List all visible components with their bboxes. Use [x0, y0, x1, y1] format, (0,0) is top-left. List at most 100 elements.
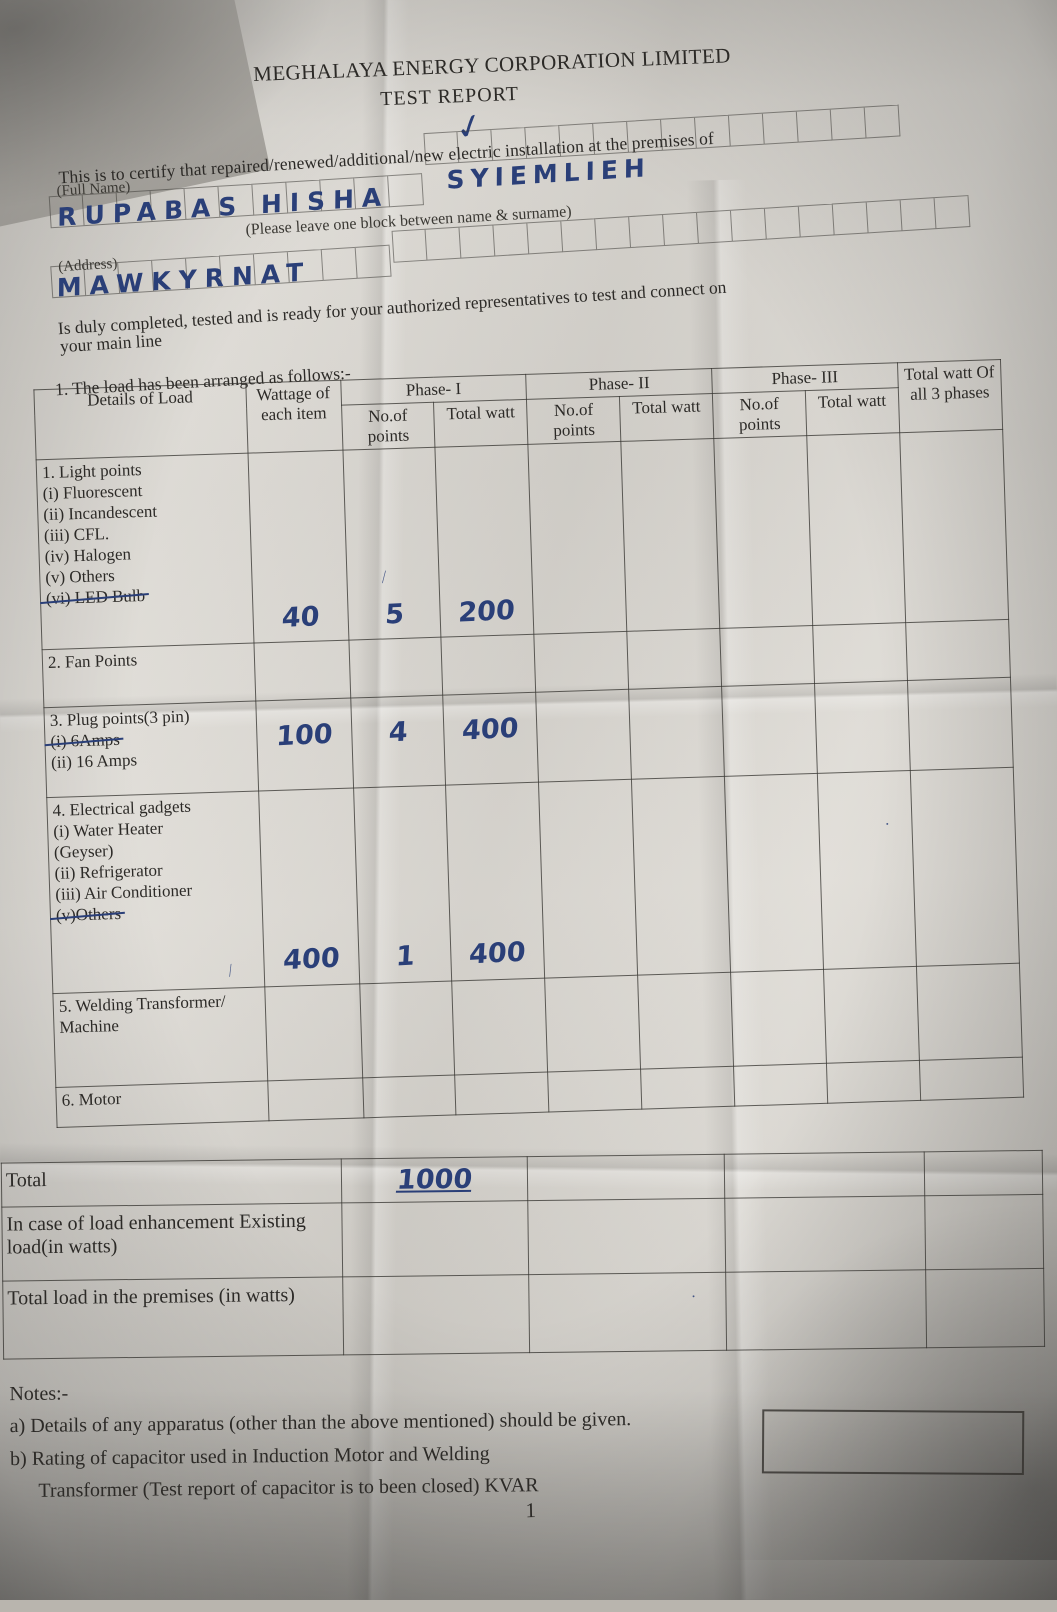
cell-phase1-points[interactable] — [359, 981, 456, 1078]
cell-wattage[interactable]: 100 — [255, 698, 354, 792]
totals-row-label: Total — [1, 1158, 343, 1208]
cell-phase1-points[interactable] — [362, 1074, 457, 1118]
row-label-cell: 6. Motor — [55, 1080, 269, 1128]
cell-phase3-points[interactable] — [724, 773, 824, 973]
cell-phase1-points[interactable]: 1 — [353, 785, 453, 984]
cell-wattage[interactable]: 40 — [247, 450, 349, 644]
cell-phase3-points[interactable] — [721, 683, 818, 777]
cell-phase2-watt[interactable] — [640, 1066, 735, 1110]
row-label-line: 5. Welding Transformer/ Machine — [58, 991, 226, 1037]
totals-cell-1[interactable] — [342, 1274, 531, 1355]
cell-phase1-watt[interactable] — [455, 1072, 550, 1115]
cell-total-all-phases[interactable] — [910, 767, 1020, 967]
stray-mark-4: · — [884, 816, 891, 834]
cell-total-all-phases[interactable] — [919, 1057, 1024, 1101]
cell-phase3-watt[interactable] — [817, 770, 917, 970]
cell-total-all-phases[interactable] — [899, 429, 1009, 623]
handwritten-value: 40 — [280, 601, 320, 635]
cell-phase2-points[interactable] — [534, 631, 629, 693]
cell-phase2-watt[interactable] — [631, 776, 731, 976]
totals-cell-3[interactable] — [723, 1151, 925, 1199]
page-number: 1 — [525, 1498, 537, 1523]
cell-phase1-points[interactable] — [348, 637, 444, 699]
th-p3-total-watt: Total watt — [805, 387, 900, 436]
totals-cell-4[interactable] — [924, 1150, 1043, 1196]
cell-phase3-points[interactable] — [733, 1063, 828, 1107]
handwritten-value: 400 — [281, 942, 341, 977]
cell-phase1-points[interactable]: 5 — [342, 447, 442, 641]
totals-row: Total load in the premises (in watts) — [2, 1268, 1045, 1360]
cell-phase2-points[interactable] — [538, 779, 638, 979]
th-p2-total-watt: Total watt — [619, 393, 714, 442]
cell-total-all-phases[interactable] — [907, 677, 1014, 771]
row-label-cell: 2. Fan Points — [42, 643, 256, 708]
handwritten-value: 100 — [274, 718, 334, 753]
table-row: 1. Light points (i) Fluorescent (ii) Incan… — [36, 429, 1009, 650]
cell-wattage[interactable] — [267, 1077, 364, 1121]
cell-phase2-watt[interactable] — [628, 686, 725, 780]
row-label-cell: 4. Electrical gadgets (i) Water Heater (Ge… — [46, 791, 265, 994]
handwritten-value: 4 — [387, 716, 409, 749]
row-label-line: 6. Motor — [61, 1088, 122, 1110]
totals-cell-4[interactable] — [925, 1268, 1045, 1348]
cell-total-all-phases[interactable] — [905, 619, 1011, 681]
totals-cell-2[interactable] — [529, 1272, 727, 1353]
cell-phase1-watt[interactable]: 400 — [445, 782, 545, 982]
totals-table: Total 1000 In case of load enhancement Exi… — [1, 1150, 1045, 1360]
cell-phase1-watt[interactable]: 200 — [435, 444, 535, 638]
cell-phase3-watt[interactable] — [806, 432, 906, 626]
table-row: 4. Electrical gadgets (i) Water Heater (Ge… — [46, 767, 1020, 994]
totals-cell-2[interactable] — [528, 1198, 726, 1275]
totals-cell-1[interactable] — [342, 1200, 530, 1277]
cell-phase2-watt[interactable] — [620, 438, 720, 632]
th-details-of-load: Details of Load — [33, 383, 248, 460]
totals-cell-3[interactable] — [725, 1269, 927, 1351]
cell-phase3-watt[interactable] — [826, 1060, 921, 1104]
cell-phase1-points[interactable]: 4 — [350, 695, 446, 789]
cell-phase2-watt[interactable] — [626, 628, 722, 690]
cell-phase1-watt[interactable] — [441, 634, 536, 696]
totals-row-label: In case of load enhancement Existing loa… — [1, 1202, 343, 1282]
cell-phase3-points[interactable] — [730, 969, 827, 1067]
handwritten-value: 200 — [457, 594, 516, 629]
cell-phase2-points[interactable] — [528, 441, 627, 635]
cell-phase3-watt[interactable] — [812, 622, 908, 684]
cell-phase2-points[interactable] — [544, 975, 641, 1073]
totals-cell-4[interactable] — [924, 1194, 1044, 1270]
cell-phase2-watt[interactable] — [637, 972, 734, 1070]
row-label-cell: 3. Plug points(3 pin) (i) 6Amps (ii) 16 Am… — [43, 701, 259, 798]
cell-wattage[interactable] — [264, 983, 363, 1081]
cell-phase1-watt[interactable] — [452, 978, 548, 1075]
load-details-table: Details of Load Wattage of each item Pha… — [33, 359, 1024, 1128]
handwritten-value: 400 — [468, 936, 527, 971]
address-comb-boxes-right[interactable] — [391, 195, 971, 263]
totals-cell-3[interactable] — [724, 1195, 926, 1273]
totals-cell-1[interactable]: 1000 — [341, 1156, 529, 1203]
totals-table-body: Total 1000 In case of load enhancement Exi… — [1, 1150, 1045, 1360]
cell-total-all-phases[interactable] — [916, 963, 1023, 1061]
cell-phase2-points[interactable] — [535, 689, 632, 783]
row-label-line: 2. Fan Points — [47, 650, 138, 673]
kvar-value-box[interactable] — [761, 1409, 1025, 1475]
cell-wattage[interactable]: 400 — [258, 788, 360, 987]
th-wattage-each-item: Wattage of each item — [245, 380, 343, 454]
full-name-comb-boxes[interactable] — [423, 104, 901, 166]
cell-phase3-watt[interactable] — [814, 680, 911, 774]
cell-phase3-points[interactable] — [719, 625, 815, 687]
cell-phase2-points[interactable] — [547, 1069, 642, 1113]
handwritten-value: 400 — [461, 712, 520, 747]
cell-phase1-watt[interactable]: 400 — [443, 692, 539, 786]
th-p1-total-watt: Total watt — [433, 399, 529, 448]
cell-wattage[interactable] — [253, 640, 351, 702]
cell-phase3-watt[interactable] — [823, 966, 920, 1064]
th-p2-no-of-points: No.of points — [526, 396, 621, 445]
th-p3-no-of-points: No.of points — [712, 390, 807, 439]
handwritten-value: 1 — [394, 940, 416, 973]
totals-cell-2[interactable] — [527, 1154, 725, 1201]
handwritten-value: 5 — [383, 598, 405, 631]
organisation-title: MEGHALAYA ENERGY CORPORATION LIMITED — [252, 43, 732, 86]
totals-row: In case of load enhancement Existing loa… — [1, 1194, 1044, 1282]
cell-phase3-points[interactable] — [713, 435, 813, 629]
row-label-cell: 5. Welding Transformer/ Machine — [52, 986, 268, 1088]
